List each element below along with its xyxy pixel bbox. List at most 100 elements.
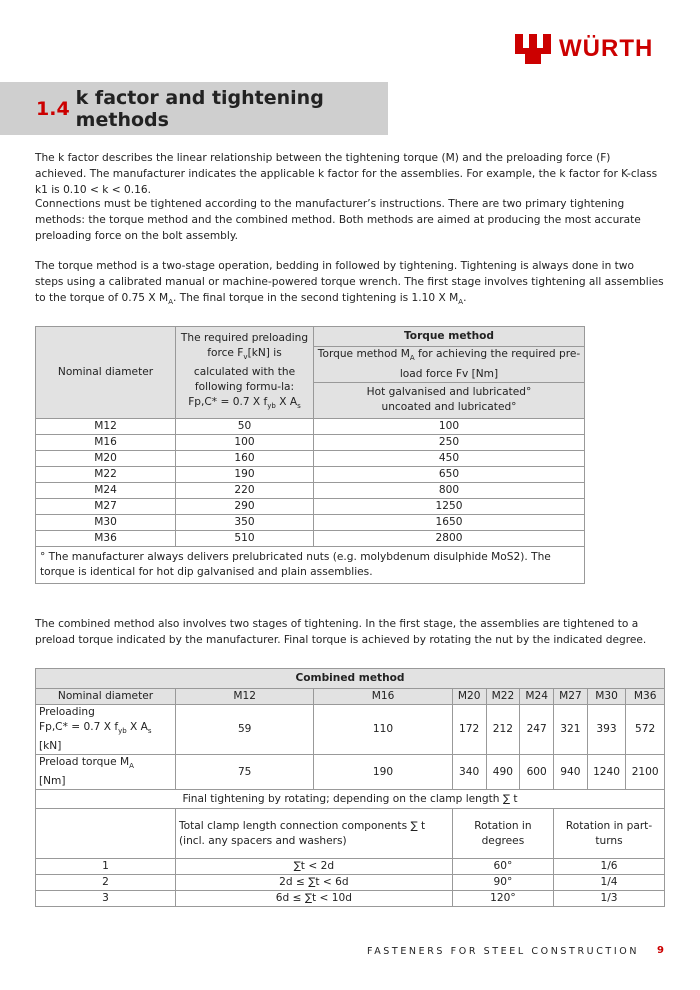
torque-method-table: Nominal diameter The required preloading…: [35, 325, 585, 585]
rotation-row: 1 ∑t < 2d 60° 1/6: [35, 858, 665, 876]
table-row: M30 350 1650: [35, 514, 585, 532]
torque-cell: 940: [553, 754, 588, 791]
header-torque-subtitle: Torque method MA for achieving the requi…: [313, 346, 585, 383]
section-title: k factor and tightening methods: [75, 86, 324, 131]
preload-cell: 393: [586, 703, 627, 756]
table-row: M36 510 2800: [35, 530, 585, 548]
preload-cell: 321: [553, 703, 588, 756]
paragraph-k-factor: The k factor describes the linear relati…: [35, 152, 658, 196]
paragraph-combined-method: The combined method also involves two st…: [35, 618, 647, 646]
preload-torque-label: Preload torque MA [Nm]: [35, 754, 176, 791]
clamp-length-cell: ∑t < 2d: [175, 858, 453, 876]
diameter-header: M12: [174, 688, 315, 705]
diameter-cell: M27: [35, 498, 176, 516]
preload-cell: 220: [175, 482, 314, 500]
diameter-cell: M24: [35, 482, 176, 500]
diameter-cell: M16: [35, 434, 176, 452]
header-condition: Hot galvanised and lubricated° uncoated a…: [313, 381, 585, 420]
torque-cell: 1650: [313, 514, 585, 532]
torque-cell: 2100: [625, 754, 665, 791]
preload-cell: 212: [485, 703, 521, 756]
preload-cell: 510: [175, 530, 314, 548]
clamp-length-cell: 2d ≤ ∑t < 6d: [175, 874, 453, 892]
preload-cell: 100: [175, 434, 314, 452]
diameter-header: M27: [553, 688, 588, 705]
table-row: M20 160 450: [35, 450, 585, 468]
rotation-degrees-cell: 90°: [451, 874, 555, 892]
torque-cell: 100: [313, 418, 585, 436]
table-footnote: ° The manufacturer always delivers prelu…: [35, 546, 585, 585]
rotation-degrees-cell: 120°: [451, 890, 555, 908]
diameter-header: M16: [313, 688, 453, 705]
diameter-header: M30: [586, 688, 627, 705]
torque-cell: 340: [451, 754, 487, 791]
page-number: 9: [657, 945, 664, 956]
preload-cell: 110: [313, 703, 453, 756]
preload-cell: 50: [175, 418, 314, 436]
preload-cell: 160: [175, 450, 314, 468]
section-number: 1.4: [36, 97, 70, 120]
preload-cell: 190: [175, 466, 314, 484]
diameter-header: M20: [451, 688, 487, 705]
preload-cell: 59: [174, 703, 315, 756]
row-number: 3: [35, 890, 176, 908]
rotation-row: 3 6d ≤ ∑t < 10d 120° 1/3: [35, 890, 665, 908]
torque-cell: 490: [485, 754, 521, 791]
torque-cell: 190: [313, 754, 453, 791]
preload-cell: 172: [451, 703, 487, 756]
row-number: 2: [35, 874, 176, 892]
preloading-label: Preloading Fp,C* = 0.7 X fyb X As [kN]: [35, 703, 176, 756]
nominal-diameter-label: Nominal diameter: [35, 688, 176, 705]
diameter-cell: M36: [35, 530, 176, 548]
table-row: M12 50 100: [35, 418, 585, 436]
torque-cell: 450: [313, 450, 585, 468]
table-row: M24 220 800: [35, 482, 585, 500]
wurth-logo: WÜRTH: [515, 34, 653, 64]
torque-cell: 2800: [313, 530, 585, 548]
rotation-turns-header: Rotation in part-turns: [553, 808, 665, 860]
combined-title: Combined method: [35, 668, 665, 689]
rotation-row: 2 2d ≤ ∑t < 6d 90° 1/4: [35, 874, 665, 892]
header-torque-method: Torque method: [313, 325, 585, 348]
rotation-degrees-header: Rotation in degrees: [451, 808, 555, 860]
torque-cell: 650: [313, 466, 585, 484]
brand-name: WÜRTH: [559, 35, 654, 62]
footer-text: FASTENERS FOR STEEL CONSTRUCTION: [367, 946, 640, 957]
final-tightening-label: Final tightening by rotating; depending …: [35, 789, 665, 810]
combined-method-table: Combined method Nominal diameter M12 M16 M2…: [35, 668, 665, 908]
rotation-turns-cell: 1/4: [553, 874, 665, 892]
torque-cell: 250: [313, 434, 585, 452]
rotation-turns-cell: 1/6: [553, 858, 665, 876]
table-row: M22 190 650: [35, 466, 585, 484]
preload-cell: 572: [625, 703, 665, 756]
diameter-cell: M22: [35, 466, 176, 484]
torque-cell: 600: [519, 754, 555, 791]
torque-cell: 1240: [586, 754, 627, 791]
diameter-cell: M30: [35, 514, 176, 532]
paragraph-torque-method: The torque method is a two-stage operati…: [35, 260, 664, 307]
torque-cell: 800: [313, 482, 585, 500]
torque-cell: 75: [174, 754, 315, 791]
paragraph-methods: Connections must be tightened according …: [35, 198, 641, 242]
diameter-header: M22: [485, 688, 521, 705]
preload-cell: 247: [519, 703, 555, 756]
preload-cell: 290: [175, 498, 314, 516]
diameter-header: M36: [625, 688, 665, 705]
table-row: M27 290 1250: [35, 498, 585, 516]
rotation-turns-cell: 1/3: [553, 890, 665, 908]
diameter-cell: M20: [35, 450, 176, 468]
diameter-header: M24: [519, 688, 555, 705]
torque-cell: 1250: [313, 498, 585, 516]
rotation-degrees-cell: 60°: [451, 858, 555, 876]
clamp-length-header: Total clamp length connection components…: [175, 808, 453, 860]
row-number: 1: [35, 858, 176, 876]
preload-cell: 350: [175, 514, 314, 532]
clamp-length-cell: 6d ≤ ∑t < 10d: [175, 890, 453, 908]
row-number-header: [35, 808, 176, 860]
header-nominal-diameter: Nominal diameter: [35, 325, 176, 420]
table-row: M16 100 250: [35, 434, 585, 452]
header-preloading-force: The required preloading force Fv[kN] is …: [175, 325, 314, 420]
wurth-logo-mark-icon: [515, 34, 551, 64]
section-heading: 1.4 k factor and tightening methods: [0, 82, 388, 135]
diameter-cell: M12: [35, 418, 176, 436]
